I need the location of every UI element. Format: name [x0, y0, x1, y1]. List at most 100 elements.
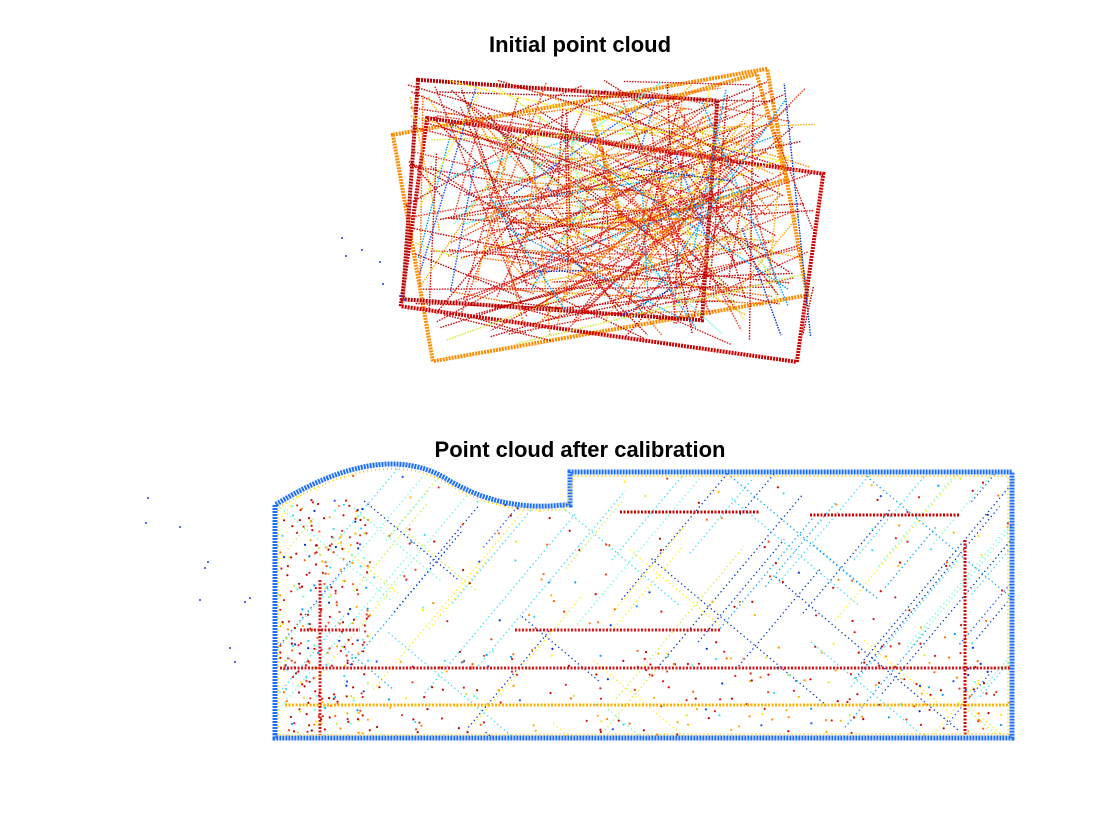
cloud-point: [432, 601, 435, 605]
cloud-stroke: [460, 81, 548, 316]
cloud-stroke: [488, 177, 744, 205]
cloud-point: [290, 637, 293, 640]
cloud-stroke: [656, 150, 769, 188]
cloud-point: [797, 695, 800, 698]
cloud-point: [471, 663, 474, 666]
cloud-stroke: [487, 216, 777, 243]
cloud-stroke: [353, 507, 443, 583]
cloud-point: [306, 730, 309, 733]
cloud-point: [759, 676, 762, 679]
cloud-stroke: [692, 132, 746, 299]
cloud-point: [341, 585, 344, 589]
cloud-point: [898, 642, 901, 645]
cloud-point: [999, 713, 1003, 717]
cloud-point: [321, 571, 324, 574]
cloud-point: [350, 554, 354, 557]
cloud-point: [357, 547, 360, 550]
cloud-point: [707, 717, 710, 720]
cloud-point: [366, 682, 369, 685]
cloud-point: [308, 622, 311, 626]
cloud-point: [905, 718, 908, 721]
cloud-point: [322, 706, 326, 709]
cloud-point: [365, 586, 368, 589]
cloud-point: [291, 644, 294, 648]
cloud-point: [294, 643, 297, 646]
cloud-point: [945, 564, 948, 568]
cloud-point: [363, 641, 366, 644]
cloud-point: [871, 527, 874, 530]
cloud-point: [343, 675, 346, 678]
cloud-point: [329, 594, 333, 597]
cloud-stroke: [727, 473, 870, 594]
cloud-point: [373, 576, 376, 579]
cloud-point: [318, 530, 321, 533]
cloud-point: [761, 712, 764, 716]
cloud-stroke: [794, 169, 798, 173]
cloud-point: [306, 613, 309, 616]
cloud-point: [356, 639, 359, 642]
cloud-point: [414, 721, 417, 724]
cloud-point: [850, 579, 854, 582]
cloud-point: [367, 635, 370, 638]
cloud-point: [985, 619, 988, 622]
cloud-point: [358, 543, 362, 546]
cloud-point: [928, 708, 931, 712]
cloud-point: [334, 714, 337, 718]
cloud-stroke: [460, 88, 528, 287]
cloud-point: [820, 651, 824, 654]
cloud-point: [825, 730, 828, 734]
cloud-point: [145, 522, 147, 524]
cloud-point: [642, 729, 646, 732]
cloud-stroke: [484, 133, 757, 257]
cloud-point: [308, 680, 311, 683]
cloud-stroke: [545, 283, 725, 322]
cloud-stroke: [516, 87, 721, 117]
cloud-point: [599, 654, 602, 657]
cloud-point: [328, 544, 331, 547]
cloud-point: [286, 574, 289, 577]
cloud-point: [871, 549, 874, 552]
cloud-stroke: [450, 89, 595, 214]
cloud-stroke: [483, 245, 621, 260]
cloud-stroke: [681, 166, 779, 296]
cloud-point: [952, 680, 955, 683]
cloud-point: [299, 681, 303, 684]
cloud-point: [980, 554, 983, 557]
cloud-point: [898, 524, 901, 527]
cloud-point: [600, 720, 603, 723]
cloud-point: [420, 724, 423, 727]
cloud-stroke: [447, 114, 730, 257]
cloud-point: [324, 546, 327, 549]
cloud-point: [360, 692, 363, 695]
cloud-stroke: [424, 513, 576, 694]
cloud-point: [648, 673, 651, 676]
cloud-point: [915, 682, 918, 686]
cloud-point: [485, 653, 488, 656]
cloud-point: [531, 648, 534, 652]
cloud-point: [287, 729, 290, 732]
cloud-point: [499, 701, 502, 704]
cloud-stroke: [576, 311, 645, 316]
cloud-stroke: [522, 116, 542, 265]
cloud-point: [327, 572, 330, 576]
cloud-point: [330, 586, 333, 589]
cloud-stroke: [419, 95, 424, 288]
cloud-point: [310, 499, 313, 502]
cloud-point: [763, 546, 766, 549]
cloud-point: [997, 494, 1000, 497]
cloud-stroke: [521, 615, 602, 684]
cloud-point: [763, 707, 766, 711]
cloud-point: [327, 596, 331, 599]
cloud-point: [404, 697, 408, 700]
cloud-stroke: [691, 89, 727, 256]
cloud-point: [328, 716, 331, 719]
cloud-stroke: [509, 96, 713, 288]
cloud-stroke: [629, 549, 723, 628]
cloud-stroke: [646, 226, 671, 281]
cloud-point: [315, 695, 318, 698]
cloud-point: [861, 715, 864, 718]
cloud-point: [376, 725, 379, 729]
cloud-stroke: [464, 152, 630, 196]
cloud-point: [705, 518, 709, 521]
